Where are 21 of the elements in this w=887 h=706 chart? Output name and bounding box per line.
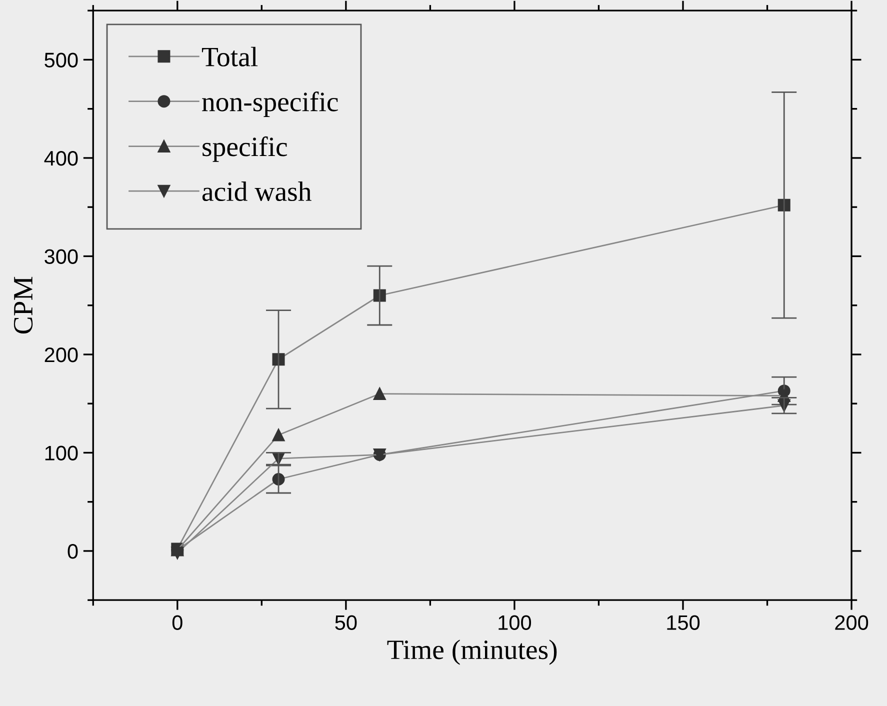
y-tick-label: 300: [44, 249, 78, 264]
y-tick-label: 0: [68, 544, 78, 559]
point: [373, 388, 386, 400]
y-tick-label: 200: [44, 347, 78, 362]
point: [272, 353, 285, 366]
x-tick-label: 50: [335, 615, 357, 630]
x-tick-label: 100: [498, 615, 532, 630]
point: [171, 546, 184, 560]
y-tick-label: 500: [44, 52, 78, 68]
y-axis-title: CPM: [14, 276, 33, 334]
point: [272, 428, 285, 442]
y-tick-label: 400: [44, 150, 78, 166]
legend-label: non-specific: [202, 92, 338, 117]
y-tick-label: 100: [45, 446, 78, 460]
x-tick-label: 0: [172, 615, 182, 630]
x-tick-label: 200: [835, 615, 868, 630]
legend-label: acid wash: [202, 182, 312, 202]
x-tick-label: 150: [667, 615, 700, 630]
legend-label: Total: [202, 46, 258, 66]
x-axis-title: Time (minutes): [387, 640, 557, 665]
legend-label: specific: [202, 136, 287, 162]
